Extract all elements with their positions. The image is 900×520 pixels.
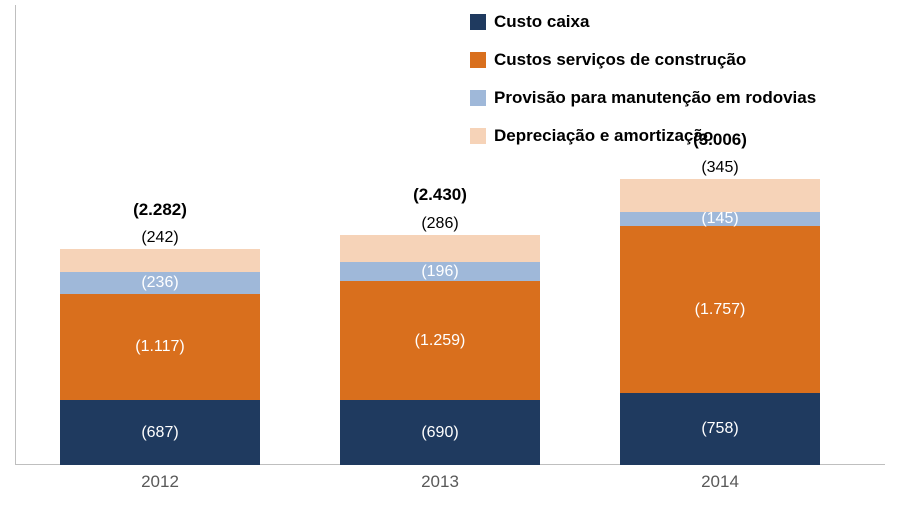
legend-item: Custos serviços de construção bbox=[470, 50, 870, 70]
bar-segment-label: (690) bbox=[421, 424, 458, 442]
bar-stack: (687) (1.117) (236) (242) bbox=[60, 249, 260, 465]
bar-segment-label: (242) bbox=[60, 229, 260, 249]
legend-swatch-icon bbox=[470, 52, 486, 68]
bar-segment-label: (687) bbox=[141, 424, 178, 442]
x-axis-label: 2012 bbox=[60, 472, 260, 492]
bar-segment-label: (1.117) bbox=[135, 338, 185, 356]
bar-total-label: (3.006) bbox=[620, 130, 820, 150]
bar-segment-label: (286) bbox=[340, 215, 540, 235]
bar-stack: (758) (1.757) (145) (345) bbox=[620, 179, 820, 465]
bar-segment-custos-servicos: (1.117) bbox=[60, 294, 260, 400]
bar-segment-custos-servicos: (1.259) bbox=[340, 281, 540, 400]
bar-segment-custo-caixa: (687) bbox=[60, 400, 260, 465]
bar-segment-provisao: (236) bbox=[60, 272, 260, 294]
x-axis-label: 2013 bbox=[340, 472, 540, 492]
plot-area: (2.282) (687) (1.117) (236) (242) (2.430… bbox=[40, 180, 860, 465]
bar-segment-label: (236) bbox=[141, 274, 178, 292]
bar-total-label: (2.282) bbox=[60, 200, 260, 220]
stacked-bar-chart: Custo caixa Custos serviços de construçã… bbox=[40, 0, 860, 520]
legend-swatch-icon bbox=[470, 128, 486, 144]
bar-segment-depreciacao: (286) bbox=[340, 235, 540, 262]
legend-item: Custo caixa bbox=[470, 12, 870, 32]
bar-segment-label: (145) bbox=[701, 210, 738, 228]
x-axis-labels: 2012 2013 2014 bbox=[40, 472, 860, 502]
legend-label: Custos serviços de construção bbox=[494, 50, 746, 70]
legend-item: Provisão para manutenção em rodovias bbox=[470, 88, 870, 108]
bar-segment-provisao: (145) bbox=[620, 212, 820, 226]
x-axis-label: 2014 bbox=[620, 472, 820, 492]
legend-swatch-icon bbox=[470, 90, 486, 106]
bar-segment-label: (1.757) bbox=[695, 301, 746, 319]
bar-segment-depreciacao: (242) bbox=[60, 249, 260, 272]
bar-total-label: (2.430) bbox=[340, 185, 540, 205]
bar-stack: (690) (1.259) (196) (286) bbox=[340, 235, 540, 465]
bar-segment-provisao: (196) bbox=[340, 262, 540, 281]
bar-segment-custo-caixa: (758) bbox=[620, 393, 820, 465]
bar-segment-label: (196) bbox=[421, 263, 458, 281]
bar-segment-depreciacao: (345) bbox=[620, 179, 820, 212]
legend-label: Provisão para manutenção em rodovias bbox=[494, 88, 816, 108]
bar-segment-label: (1.259) bbox=[415, 332, 466, 350]
bar-segment-custo-caixa: (690) bbox=[340, 400, 540, 465]
bar-segment-custos-servicos: (1.757) bbox=[620, 226, 820, 393]
bar-segment-label: (758) bbox=[701, 420, 738, 438]
y-axis-line bbox=[15, 5, 16, 465]
legend-label: Custo caixa bbox=[494, 12, 589, 32]
legend-swatch-icon bbox=[470, 14, 486, 30]
bar-segment-label: (345) bbox=[620, 159, 820, 179]
